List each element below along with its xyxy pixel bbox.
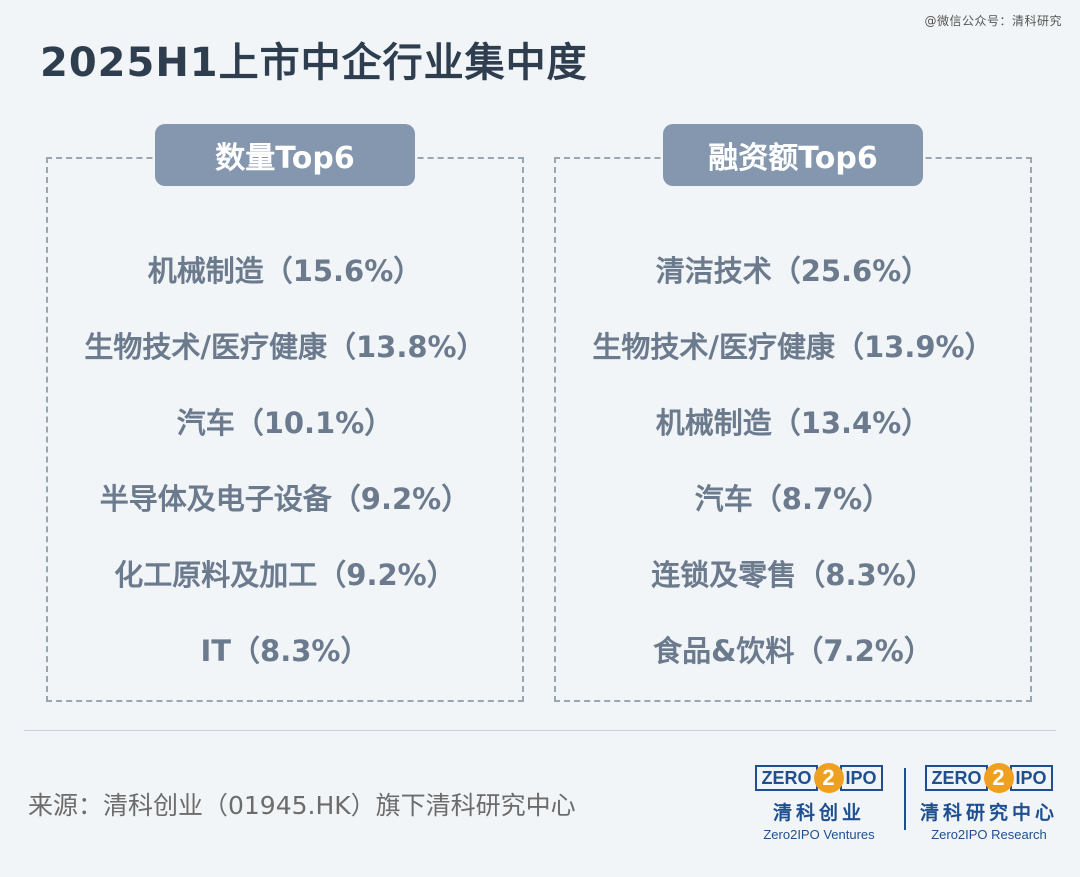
watermark: @微信公众号：清科研究	[924, 14, 1062, 28]
logo-en-name: Zero2IPO Ventures	[763, 827, 875, 842]
list-item: 汽车（10.1%）	[176, 406, 394, 440]
list-item: 生物技术/医疗健康（13.9%）	[592, 330, 994, 364]
financing-top6-list: 清洁技术（25.6%） 生物技术/医疗健康（13.9%） 机械制造（13.4%）…	[556, 231, 1030, 687]
quantity-top6-list: 机械制造（15.6%） 生物技术/医疗健康（13.8%） 汽车（10.1%） 半…	[48, 231, 522, 687]
logo-cn-name: 清科创业	[772, 802, 865, 824]
list-item: 连锁及零售（8.3%）	[651, 558, 935, 592]
list-item: 食品&饮料（7.2%）	[653, 634, 933, 668]
list-item: IT（8.3%）	[200, 634, 370, 668]
financing-top6-panel: 融资额Top6 清洁技术（25.6%） 生物技术/医疗健康（13.9%） 机械制…	[554, 124, 1032, 702]
list-item: 化工原料及加工（9.2%）	[114, 558, 456, 592]
logo-mark-right: IPO	[1009, 765, 1053, 791]
list-item: 清洁技术（25.6%）	[655, 254, 931, 288]
list-item: 汽车（8.7%）	[694, 482, 892, 516]
logo-mark-left: ZERO	[925, 765, 988, 791]
zero2ipo-ventures-logo: ZERO 2 IPO 清科创业 Zero2IPO Ventures	[744, 763, 894, 842]
quantity-top6-header: 数量Top6	[155, 124, 415, 186]
list-item: 机械制造（13.4%）	[655, 406, 931, 440]
logo-mark: ZERO 2 IPO	[744, 763, 894, 793]
logo-en-name: Zero2IPO Research	[931, 827, 1047, 842]
divider	[24, 730, 1056, 731]
quantity-top6-panel: 数量Top6 机械制造（15.6%） 生物技术/医疗健康（13.8%） 汽车（1…	[46, 124, 524, 702]
zero2ipo-research-logo: ZERO 2 IPO 清科研究中心 Zero2IPO Research	[914, 763, 1064, 842]
logo-mark: ZERO 2 IPO	[914, 763, 1064, 793]
financing-top6-header: 融资额Top6	[663, 124, 923, 186]
logo-mark-right: IPO	[839, 765, 883, 791]
logo-mark-left: ZERO	[755, 765, 818, 791]
list-item: 半导体及电子设备（9.2%）	[99, 482, 471, 516]
source-note: 来源：清科创业（01945.HK）旗下清科研究中心	[28, 791, 576, 820]
logo-mark-circle: 2	[813, 763, 844, 793]
logo-mark-circle: 2	[983, 763, 1014, 793]
page-title: 2025H1上市中企行业集中度	[40, 40, 588, 86]
logo-cn-name: 清科研究中心	[919, 802, 1058, 824]
list-item: 生物技术/医疗健康（13.8%）	[84, 330, 486, 364]
logo-separator	[904, 768, 906, 830]
list-item: 机械制造（15.6%）	[147, 254, 423, 288]
